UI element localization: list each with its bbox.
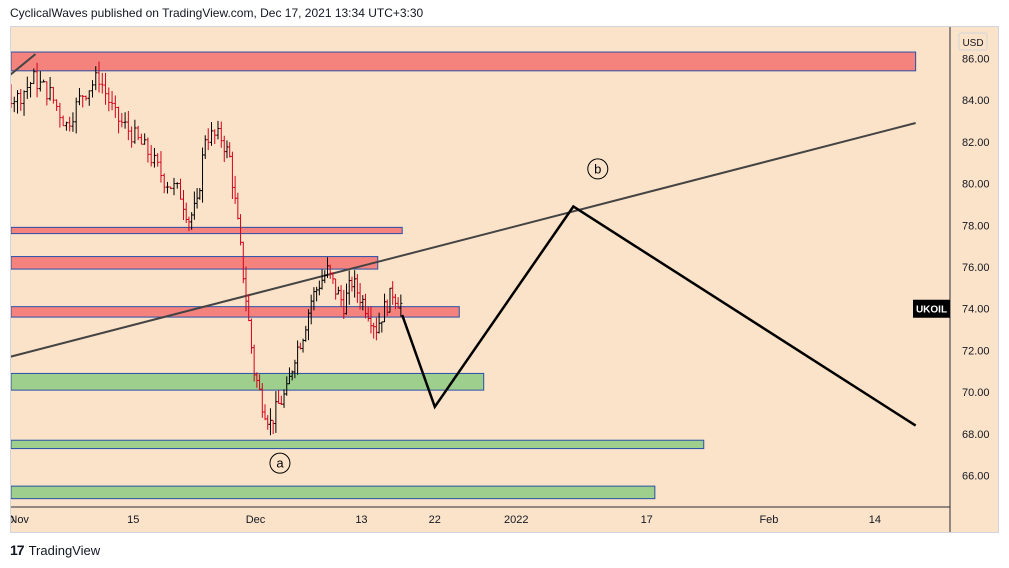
resistance-zone (11, 256, 379, 270)
x-tick-label: 13 (355, 514, 367, 526)
x-tick-label: 15 (127, 514, 139, 526)
y-tick-label: 70.00 (962, 387, 990, 399)
symbol-label-box (913, 299, 950, 318)
x-tick-label: Feb (759, 514, 778, 526)
resistance-zone (11, 226, 403, 235)
y-tick-label: 84.00 (962, 95, 990, 107)
x-tick-label: Dec (246, 514, 266, 526)
x-tick-label: 2022 (504, 514, 528, 526)
x-tick-label: 0 (11, 514, 14, 526)
y-tick-label: 78.00 (962, 220, 990, 232)
y-tick-label: 66.00 (962, 471, 990, 483)
support-zone (11, 439, 705, 450)
wave-label-b: b (594, 161, 601, 176)
symbol-label: UKOIL (916, 305, 947, 316)
y-tick-label: 86.00 (962, 53, 990, 65)
currency-tag-box (958, 32, 988, 51)
resistance-zone (11, 51, 917, 72)
y-tick-label: 72.00 (962, 345, 990, 357)
trend-line (11, 53, 37, 76)
wave-label-a: a (276, 456, 284, 471)
chart-frame[interactable]: vab86.0084.0082.0080.0078.0076.0074.0072… (10, 26, 999, 533)
x-tick-label: 17 (641, 514, 653, 526)
wave-label-circle (587, 158, 609, 180)
currency-tag: USD (962, 38, 983, 49)
y-tick-label: 82.00 (962, 137, 990, 149)
footer: 17 TradingView (10, 542, 100, 558)
wave-label-circle (269, 452, 291, 474)
support-zone (11, 372, 485, 391)
x-tick-label: 14 (869, 514, 881, 526)
y-tick-label: 76.00 (962, 262, 990, 274)
resistance-zone (11, 306, 460, 318)
price-chart[interactable]: vab86.0084.0082.0080.0078.0076.0074.0072… (11, 27, 998, 532)
x-tick-label: Nov (11, 514, 29, 526)
trend-line (11, 122, 916, 358)
y-tick-label: 74.00 (962, 304, 990, 316)
x-tick-label: 22 (429, 514, 441, 526)
y-tick-label: 80.00 (962, 179, 990, 191)
footer-brand: TradingView (28, 542, 101, 558)
wave-projection-path (401, 204, 917, 427)
tradingview-logo-icon: 17 (10, 542, 25, 558)
y-tick-label: 68.00 (962, 429, 990, 441)
support-zone (11, 485, 656, 500)
publisher-caption: CyclicalWaves published on TradingView.c… (10, 6, 424, 20)
